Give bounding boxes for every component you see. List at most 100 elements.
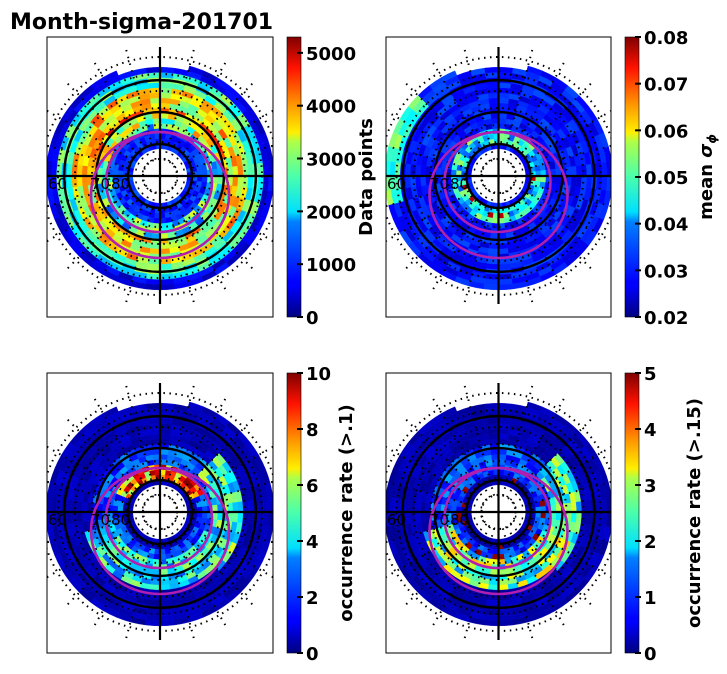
- heat-cell: [145, 402, 161, 410]
- colorbar-label: mean σϕ: [696, 134, 719, 220]
- heat-cell: [580, 511, 588, 524]
- heat-cell: [490, 112, 499, 119]
- heat-cell: [159, 248, 171, 255]
- heat-cell: [148, 92, 161, 99]
- heat-cell: [550, 168, 557, 177]
- heat-cell: [159, 418, 173, 425]
- heat-cell: [498, 112, 507, 119]
- heat-cell: [486, 87, 499, 94]
- heat-cell: [570, 501, 577, 513]
- heat-cell: [555, 175, 562, 185]
- heat-cell: [159, 97, 171, 104]
- heat-cell: [498, 283, 514, 291]
- colorbar-tick-label: 0.07: [644, 75, 688, 96]
- heat-cell: [159, 433, 171, 440]
- colorbar-tick-label: 10: [306, 364, 331, 385]
- dotted-grid-meridian: [171, 79, 257, 165]
- heat-cell: [159, 453, 168, 460]
- heat-cell: [498, 402, 513, 410]
- dotted-grid-meridian: [163, 380, 197, 496]
- heat-cell: [257, 498, 264, 513]
- heat-cell: [159, 619, 176, 627]
- heat-cell: [565, 166, 572, 177]
- heat-cell: [386, 496, 391, 513]
- heat-cell: [394, 162, 401, 177]
- heat-cell: [498, 82, 511, 89]
- colorbar-tick-label: 0.04: [644, 215, 688, 236]
- heat-cell: [262, 511, 270, 527]
- dotted-grid-meridian: [91, 393, 153, 498]
- dotted-grid-meridian: [506, 393, 568, 498]
- dotted-grid-meridian: [462, 528, 496, 644]
- dotted-grid-meridian: [176, 480, 273, 509]
- auroral-oval-inner: [104, 130, 214, 234]
- latitude-label: 70: [91, 511, 110, 529]
- colorbar-tick-label: 0: [306, 644, 319, 665]
- heat-cell: [596, 498, 603, 513]
- heat-cell: [603, 525, 611, 542]
- dotted-grid-meridian: [63, 415, 149, 501]
- heat-cell: [227, 502, 234, 513]
- heat-cell: [66, 163, 73, 177]
- heat-cell: [498, 117, 507, 124]
- dotted-grid-meridian: [501, 528, 535, 644]
- latitude-label: 80: [450, 175, 469, 193]
- heat-cell: [144, 619, 161, 627]
- heat-cell: [237, 175, 244, 188]
- heat-cell: [262, 497, 270, 513]
- heat-cell: [50, 497, 58, 513]
- dotted-grid-meridian: [171, 187, 257, 273]
- heat-cell: [414, 164, 422, 177]
- colorbar-tick-label: 0.08: [644, 28, 688, 49]
- heat-cell: [257, 162, 264, 177]
- heat-cell: [159, 87, 172, 94]
- heat-cell: [486, 423, 499, 430]
- dotted-grid-meridian: [47, 515, 144, 544]
- polar-plot: 60 70 80: [386, 380, 611, 644]
- heat-cell: [386, 175, 391, 192]
- heat-cell: [232, 501, 239, 513]
- heat-cell: [148, 87, 161, 94]
- heat-cell: [50, 161, 58, 177]
- heat-cell: [488, 248, 499, 255]
- colorbar-tick-label: 4000: [306, 97, 356, 118]
- heat-cell: [159, 614, 175, 622]
- heat-cell: [148, 428, 161, 435]
- colorbar-gradient: [286, 372, 302, 654]
- heat-cell: [159, 66, 175, 74]
- heat-cell: [247, 499, 254, 513]
- heat-cell: [498, 609, 513, 616]
- heat-cell: [601, 175, 608, 191]
- dotted-grid-meridian: [167, 57, 229, 162]
- heat-cell: [575, 500, 583, 513]
- latitude-label: 70: [430, 511, 449, 529]
- heat-cell: [570, 175, 577, 187]
- auroral-oval-inner: [104, 466, 214, 570]
- heat-cell: [66, 175, 73, 189]
- dotted-grid-meridian: [401, 79, 488, 165]
- heat-cell: [149, 248, 161, 255]
- colorbar-tick-label: 0.02: [644, 308, 688, 329]
- heat-cell: [488, 97, 499, 104]
- heat-cell: [580, 175, 588, 188]
- heat-cell: [262, 175, 270, 191]
- heat-cell: [76, 164, 83, 177]
- heat-cell: [257, 511, 264, 526]
- figure-title: Month-sigma-201701: [10, 10, 273, 35]
- heat-cell: [490, 569, 499, 576]
- heat-cell: [217, 511, 224, 521]
- axes-frame: [385, 36, 612, 318]
- heat-cell: [242, 511, 249, 524]
- dotted-grid-meridian: [163, 528, 197, 644]
- latitude-label: 60: [48, 175, 67, 193]
- polar-plot: 60 70 80: [47, 380, 273, 644]
- dotted-grid-meridian: [167, 190, 229, 295]
- heat-cell: [81, 175, 88, 187]
- colorbar-tick-label: 1: [644, 588, 657, 609]
- heat-cell: [575, 164, 583, 177]
- colorbar-tick-label: 6: [306, 476, 319, 497]
- heat-cell: [149, 584, 161, 591]
- heat-cell: [484, 66, 499, 74]
- heat-cell: [81, 511, 88, 523]
